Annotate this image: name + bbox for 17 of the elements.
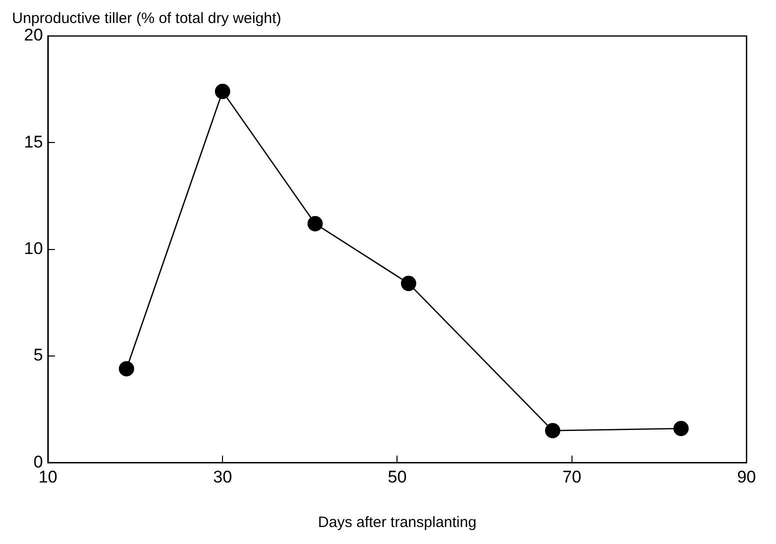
x-axis-title: Days after transplanting — [318, 514, 476, 532]
point — [400, 276, 416, 292]
y-tick-label: 15 — [24, 132, 43, 152]
y-tick-label: 20 — [24, 26, 43, 45]
x-tick-label: 90 — [737, 467, 756, 486]
y-axis-title: Unproductive tiller (% of total dry weight) — [12, 10, 282, 28]
x-tick-label: 70 — [562, 467, 582, 486]
point — [307, 216, 323, 232]
point — [673, 420, 689, 436]
x-tick-label: 30 — [213, 467, 232, 486]
x-tick-label: 50 — [388, 467, 407, 486]
point — [118, 361, 134, 376]
point — [545, 422, 560, 438]
point — [214, 84, 230, 100]
y-tick-label: 5 — [33, 346, 43, 365]
y-tick-label: 10 — [24, 238, 43, 258]
y-tick-label: 0 — [33, 452, 43, 472]
